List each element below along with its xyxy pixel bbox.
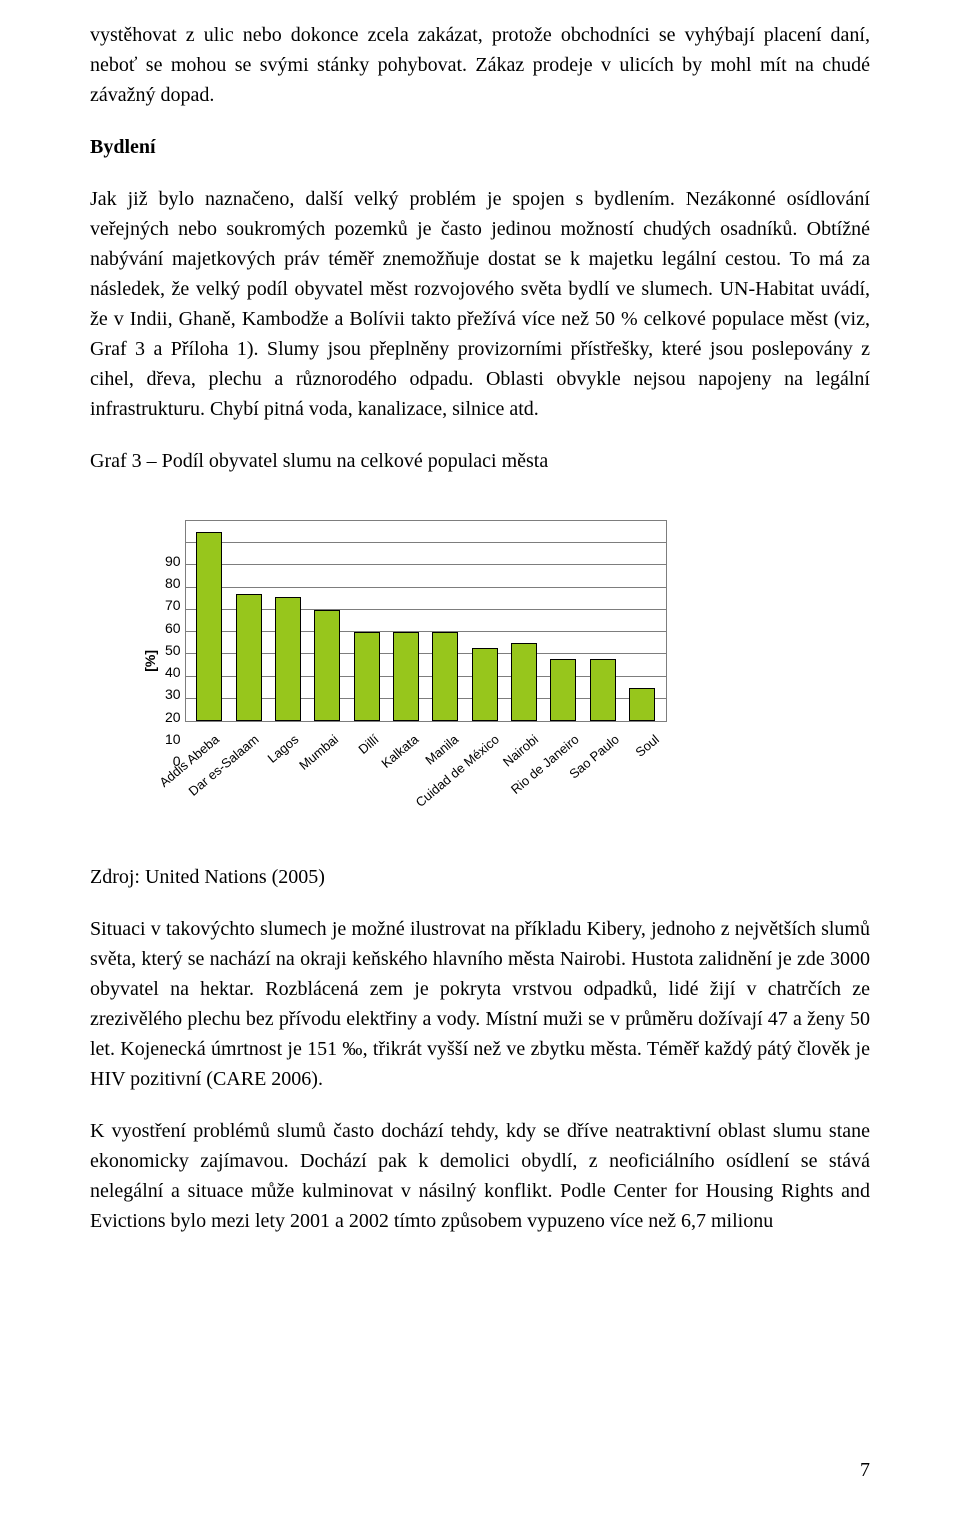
chart-xlabel: Soul	[631, 730, 663, 762]
chart-bar	[393, 632, 419, 721]
heading-bydleni: Bydlení	[90, 132, 870, 162]
chart-bar	[472, 648, 498, 721]
chart-bar	[590, 659, 616, 721]
chart-bar	[629, 688, 655, 721]
chart-bar	[236, 594, 262, 721]
paragraph: Jak již bylo naznačeno, další velký prob…	[90, 184, 870, 424]
chart-plot-area	[185, 520, 667, 722]
chart-bar	[550, 659, 576, 721]
slum-bar-chart: [%] 9080706050403020100 Addis AbebaDar e…	[140, 520, 700, 802]
page-number: 7	[860, 1455, 870, 1485]
chart-bar	[354, 632, 380, 721]
chart-xlabel: Kalkata	[377, 730, 423, 773]
chart-xlabels: Addis AbebaDar es-SalaamLagosMumbaiDillí…	[185, 722, 665, 802]
chart-bar	[511, 643, 537, 721]
chart-bars	[186, 521, 666, 721]
chart-source: Zdroj: United Nations (2005)	[90, 862, 870, 892]
paragraph: Situaci v takovýchto slumech je možné il…	[90, 914, 870, 1094]
paragraph: vystěhovat z ulic nebo dokonce zcela zak…	[90, 20, 870, 110]
chart-xlabel: Mumbai	[295, 730, 343, 775]
chart-xlabel: Dillí	[354, 730, 383, 759]
chart-title: Graf 3 – Podíl obyvatel slumu na celkové…	[90, 446, 870, 476]
chart-bar	[196, 532, 222, 721]
chart-bar	[432, 632, 458, 721]
chart-yticks: 9080706050403020100	[165, 561, 185, 761]
paragraph: K vyostření problémů slumů často dochází…	[90, 1116, 870, 1236]
chart-bar	[314, 610, 340, 721]
chart-bar	[275, 597, 301, 721]
chart-ylabel: [%]	[140, 650, 161, 672]
